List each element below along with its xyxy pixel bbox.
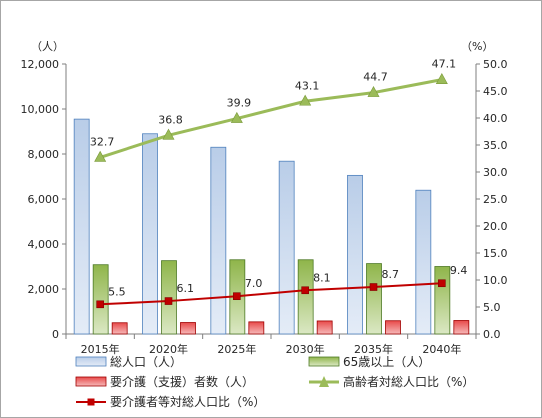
- point-elderly-ratio: [367, 85, 380, 97]
- point-elderly-ratio: [299, 94, 312, 106]
- legend-elderly-ratio-label: 高齢者対総人口比（%）: [343, 374, 474, 389]
- bar-care-recipients: [248, 321, 265, 335]
- y-left-tick-label: 8,000: [28, 148, 60, 161]
- line-care-ratio: [100, 282, 442, 306]
- point-elderly-ratio: [435, 73, 448, 84]
- bar-total-population: [347, 174, 363, 335]
- point-elderly-ratio: [94, 150, 107, 162]
- bar-total-population: [142, 133, 158, 335]
- x-tick-label: 2030年: [286, 342, 325, 356]
- bar-care-recipients: [111, 322, 128, 335]
- y-right-tick-label: 15.0: [483, 247, 508, 260]
- y-left-tick-label: 12,000: [21, 58, 60, 71]
- bar-care-recipients: [385, 320, 401, 335]
- point-care-ratio: [96, 300, 104, 309]
- y-left-tick-label: 2,000: [28, 283, 60, 296]
- legend-care-ratio-label: 要介護者等対総人口比（%）: [110, 394, 265, 409]
- x-tick-label: 2035年: [354, 342, 393, 356]
- data-label-elderly-ratio: 39.9: [227, 97, 252, 110]
- bar-care-recipients: [180, 322, 196, 335]
- bar-total-population: [415, 189, 432, 335]
- legend-age65-plus-swatch: [308, 356, 340, 367]
- x-tick-label: 2020年: [149, 342, 188, 356]
- data-label-care-ratio: 6.1: [177, 282, 195, 295]
- y-left-unit: （人）: [31, 40, 64, 53]
- bar-total-population: [210, 146, 227, 335]
- bar-care-recipients: [316, 320, 333, 335]
- data-label-care-ratio: 5.5: [108, 285, 126, 298]
- y-right-unit: （%）: [461, 40, 493, 53]
- x-tick-label: 2025年: [217, 342, 256, 356]
- bar-age65-plus: [434, 266, 451, 335]
- point-care-ratio: [301, 286, 309, 295]
- y-right-tick-label: 10.0: [483, 274, 508, 287]
- y-left-tick-label: 0: [52, 328, 59, 341]
- y-right-tick-label: 30.0: [483, 166, 508, 179]
- data-label-care-ratio: 8.7: [382, 268, 400, 281]
- bar-age65-plus: [366, 263, 382, 335]
- y-right-tick-label: 25.0: [483, 193, 508, 206]
- legend-elderly-ratio-marker: [319, 376, 329, 387]
- point-elderly-ratio: [230, 111, 243, 123]
- legend-age65-plus-label: 65歳以上（人）: [343, 355, 430, 369]
- x-tick-label: 2040年: [422, 342, 461, 356]
- point-care-ratio: [369, 283, 378, 291]
- x-tick-label: 2015年: [81, 342, 120, 356]
- bar-age65-plus: [92, 264, 109, 335]
- data-label-elderly-ratio: 47.1: [432, 58, 457, 71]
- legend-care-ratio-marker: [87, 398, 95, 406]
- y-left-tick-label: 6,000: [28, 193, 60, 206]
- y-right-tick-label: 50.0: [483, 58, 508, 71]
- data-label-elderly-ratio: 36.8: [158, 113, 183, 126]
- point-care-ratio: [233, 292, 241, 301]
- data-label-elderly-ratio: 32.7: [90, 135, 115, 148]
- bar-age65-plus: [297, 259, 314, 335]
- y-left-tick-label: 10,000: [21, 103, 60, 116]
- data-label-care-ratio: 8.1: [313, 271, 331, 284]
- y-right-tick-label: 20.0: [483, 220, 508, 233]
- y-right-tick-label: 5.0: [483, 301, 501, 314]
- data-label-elderly-ratio: 43.1: [295, 79, 320, 92]
- y-right-tick-label: 0.0: [483, 328, 501, 341]
- point-elderly-ratio: [162, 128, 175, 140]
- y-right-tick-label: 35.0: [483, 139, 508, 152]
- bar-total-population: [278, 160, 295, 335]
- legend-total-population-swatch: [75, 356, 107, 367]
- legend-care-recipients-label: 要介護（支援）者数（人）: [110, 374, 254, 389]
- bar-care-recipients: [453, 320, 470, 335]
- line-elderly-ratio: [99, 78, 443, 159]
- point-care-ratio: [164, 297, 173, 305]
- data-label-care-ratio: 7.0: [245, 277, 262, 290]
- y-right-tick-label: 40.0: [483, 112, 508, 125]
- bar-total-population: [73, 118, 90, 335]
- y-left-tick-label: 4,000: [28, 238, 60, 251]
- data-label-elderly-ratio: 44.7: [363, 71, 388, 84]
- data-label-care-ratio: 9.4: [450, 264, 468, 277]
- legend-total-population-label: 総人口（人）: [110, 355, 182, 369]
- point-care-ratio: [438, 279, 446, 288]
- y-right-tick-label: 45.0: [483, 85, 508, 98]
- legend-care-recipients-swatch: [75, 376, 107, 387]
